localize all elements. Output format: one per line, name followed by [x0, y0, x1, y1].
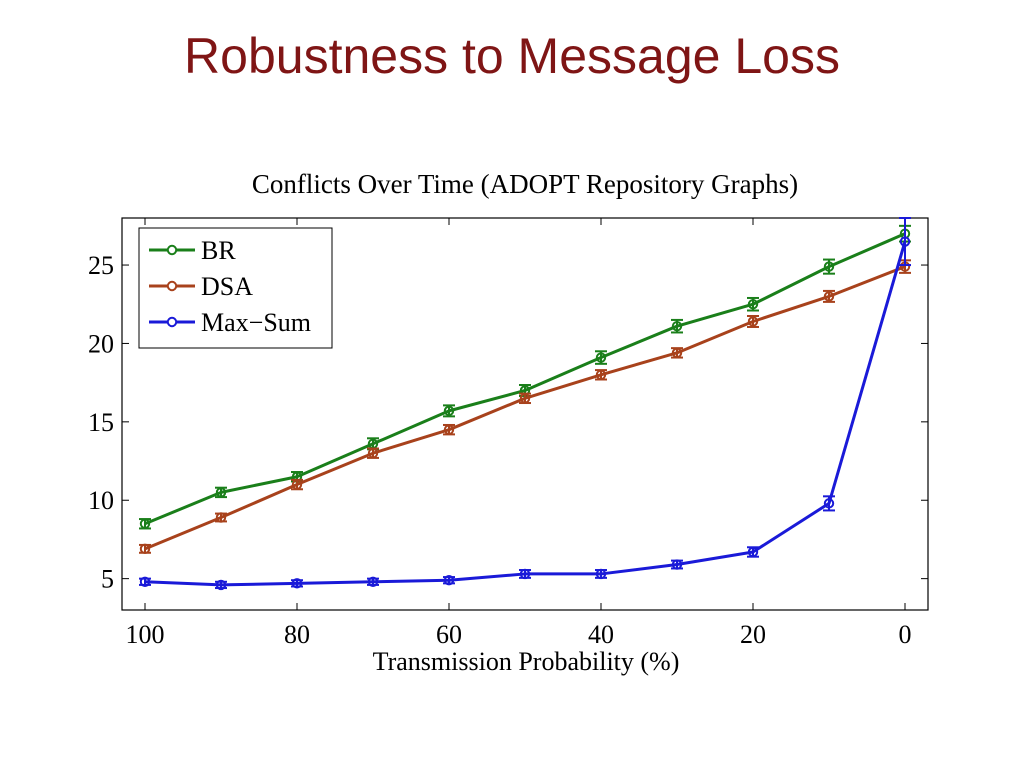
y-tick-label: 10	[88, 486, 114, 515]
series-2-point	[139, 576, 151, 587]
x-tick-label: 20	[740, 620, 766, 649]
x-tick-label: 60	[436, 620, 462, 649]
y-tick-label: 25	[88, 251, 114, 280]
x-tick-label: 100	[126, 620, 165, 649]
series-2-point	[215, 579, 227, 591]
series-0-point	[671, 320, 683, 332]
y-tick-label: 20	[88, 329, 114, 358]
series-0-point	[595, 352, 607, 363]
series-0-point	[443, 405, 455, 417]
series-0-point	[139, 518, 151, 529]
series-2-point	[443, 575, 455, 586]
slide-title: Robustness to Message Loss	[184, 28, 840, 84]
series-0-point	[823, 261, 835, 272]
legend-label: BR	[201, 236, 236, 265]
legend-label: Max−Sum	[201, 308, 311, 337]
chart-title: Conflicts Over Time (ADOPT Repository Gr…	[252, 169, 798, 199]
y-tick-label: 5	[101, 565, 114, 594]
series-2-point	[595, 568, 607, 580]
series-1-point	[139, 543, 151, 555]
series-1-point	[595, 369, 607, 380]
plot-frame	[121, 217, 929, 611]
legend-label: DSA	[201, 272, 253, 301]
x-axis-label: Transmission Probability (%)	[373, 647, 680, 676]
series-1-point	[291, 479, 303, 490]
series-2-point	[519, 568, 531, 580]
series-1-point	[823, 291, 835, 302]
series-1-point	[443, 424, 455, 435]
series-1-point	[367, 448, 379, 459]
series-1-point	[519, 393, 531, 404]
legend-swatch-marker	[166, 244, 178, 256]
x-tick-label: 40	[588, 620, 614, 649]
x-tick-label: 80	[284, 620, 310, 649]
y-tick-label: 15	[88, 408, 114, 437]
plot-area: 5 10 15 20 25 100 80 60 40 20 0 BR DSA Max−Sum	[88, 217, 929, 649]
series-0-point	[215, 487, 227, 498]
series-1-point	[671, 347, 683, 359]
series-0-point	[747, 299, 759, 310]
series-2-point	[899, 236, 911, 247]
series-2-point	[747, 546, 759, 558]
series-2-point	[823, 498, 835, 509]
series-2-point	[671, 559, 683, 570]
series-1-point	[215, 512, 227, 523]
legend-swatch-marker	[166, 316, 178, 328]
legend-swatch-marker	[166, 280, 178, 292]
series-1-point	[747, 316, 759, 327]
series-2-point	[367, 576, 379, 587]
x-tick-label: 0	[899, 620, 912, 649]
series-2-point	[291, 578, 303, 589]
